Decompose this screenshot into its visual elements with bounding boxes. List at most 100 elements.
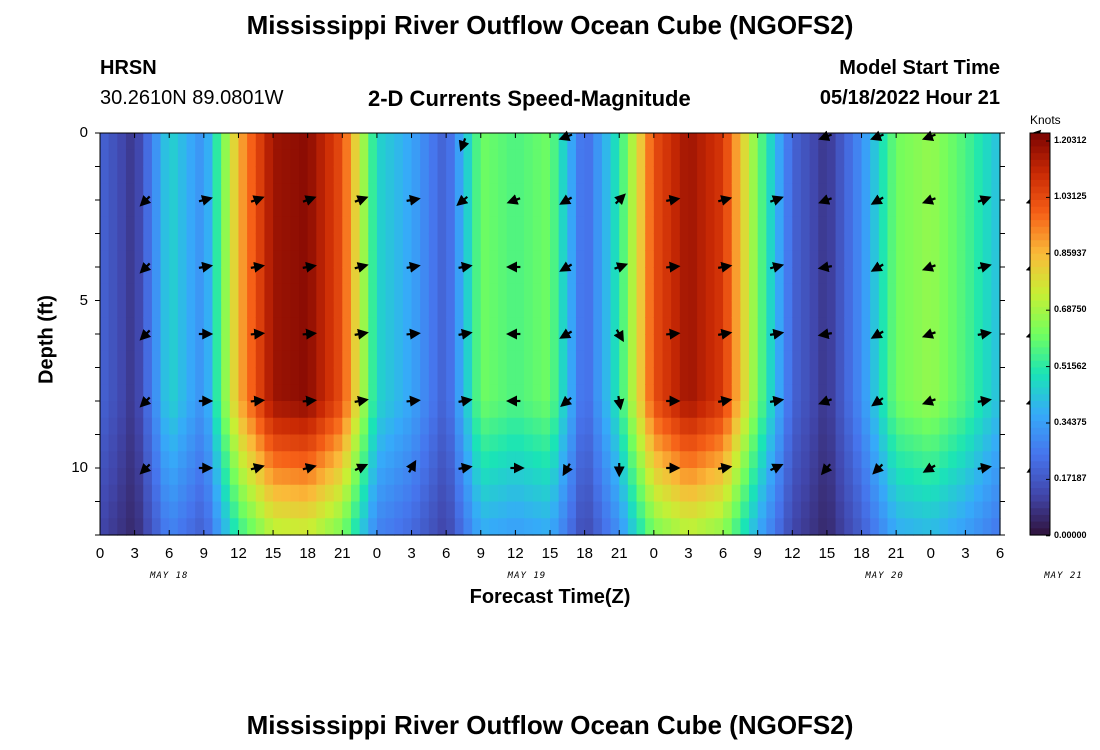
heatmap-cell (333, 334, 343, 352)
heatmap-cell (108, 501, 118, 519)
heatmap-cell (359, 166, 369, 184)
heatmap-cell (325, 451, 335, 469)
heatmap-cell (991, 216, 1001, 235)
heatmap-cell (307, 468, 317, 486)
heatmap-cell (264, 267, 274, 285)
heatmap-cell (480, 283, 491, 302)
heatmap-cell (740, 434, 750, 452)
heatmap-cell (636, 233, 646, 251)
heatmap-cell (229, 200, 240, 218)
heatmap-cell (671, 401, 681, 419)
heatmap-cell (255, 350, 266, 369)
heatmap-cell (264, 501, 274, 519)
heatmap-cell (887, 384, 897, 402)
heatmap-cell (662, 417, 672, 436)
heatmap-cell (904, 267, 915, 285)
heatmap-cell (965, 350, 975, 369)
heatmap-cell (143, 216, 153, 235)
heatmap-cell (896, 133, 906, 151)
heatmap-cell (203, 451, 214, 469)
heatmap-cell (956, 350, 966, 369)
heatmap-cell (792, 317, 802, 335)
heatmap-cell (835, 283, 845, 302)
heatmap-cell (826, 367, 837, 385)
heatmap-cell (472, 300, 482, 318)
heatmap-cell (956, 133, 966, 151)
heatmap-cell (792, 384, 802, 402)
heatmap-cell (325, 468, 335, 486)
heatmap-cell (446, 300, 456, 318)
heatmap-cell (965, 166, 975, 184)
heatmap-cell (887, 501, 897, 519)
heatmap-cell (593, 183, 603, 201)
heatmap-cell (835, 518, 845, 536)
colorbar (1029, 132, 1051, 537)
heatmap-cell (844, 518, 854, 536)
heatmap-cell (532, 484, 542, 503)
heatmap-cell (143, 317, 153, 335)
heatmap-cell (238, 233, 248, 251)
heatmap-cell (437, 468, 447, 486)
heatmap-cell (593, 451, 603, 469)
heatmap-cell (844, 267, 854, 285)
heatmap-cell (100, 317, 110, 335)
heatmap-cell (238, 166, 248, 184)
heatmap-cell (125, 501, 136, 519)
heatmap-cell (775, 250, 785, 268)
heatmap-cell (333, 149, 343, 168)
heatmap-cell (930, 350, 941, 369)
date-label: MAY 19 (507, 571, 547, 581)
heatmap-cell (844, 334, 854, 352)
heatmap-cell (749, 350, 759, 369)
heatmap-cell (402, 484, 413, 503)
heatmap-cell (550, 267, 560, 285)
heatmap-cell (160, 200, 170, 218)
heatmap-cell (982, 250, 992, 268)
heatmap-cell (775, 233, 785, 251)
heatmap-cell (844, 384, 854, 402)
heatmap-cell (922, 468, 932, 486)
heatmap-cell (705, 300, 716, 318)
heatmap-cell (325, 133, 335, 151)
heatmap-cell (645, 334, 655, 352)
heatmap-cell (541, 133, 551, 151)
heatmap-cell (783, 250, 793, 268)
heatmap-cell (930, 233, 941, 251)
heatmap-cell (160, 267, 170, 285)
heatmap-cell (290, 267, 300, 285)
heatmap-cell (186, 183, 196, 201)
heatmap-cell (195, 149, 205, 168)
heatmap-cell (550, 317, 560, 335)
heatmap-cell (151, 367, 162, 385)
heatmap-cell (662, 216, 672, 235)
heatmap-cell (619, 518, 629, 536)
heatmap-cell (151, 233, 162, 251)
heatmap-cell (186, 350, 196, 369)
heatmap-cell (117, 401, 127, 419)
heatmap-cell (290, 484, 300, 503)
heatmap-cell (558, 267, 568, 285)
heatmap-cell (653, 384, 664, 402)
heatmap-cell (896, 367, 906, 385)
current-arrow (302, 463, 317, 474)
heatmap-cell (350, 233, 361, 251)
heatmap-cell (385, 350, 395, 369)
heatmap-cell (480, 216, 491, 235)
heatmap-cell (125, 133, 136, 151)
heatmap-cell (723, 434, 733, 452)
colorbar-segment (1030, 401, 1050, 409)
heatmap-cell (697, 133, 707, 151)
heatmap-cell (775, 334, 785, 352)
heatmap-cell (402, 183, 413, 201)
heatmap-cell (688, 216, 698, 235)
heatmap-cell (350, 300, 361, 318)
heatmap-cell (766, 216, 776, 235)
heatmap-cell (437, 384, 447, 402)
heatmap-cell (203, 149, 214, 168)
heatmap-cell (333, 216, 343, 235)
heatmap-cell (610, 149, 620, 168)
heatmap-cell (169, 233, 179, 251)
heatmap-cell (818, 200, 828, 218)
heatmap-cell (143, 133, 153, 151)
heatmap-cell (151, 384, 162, 402)
